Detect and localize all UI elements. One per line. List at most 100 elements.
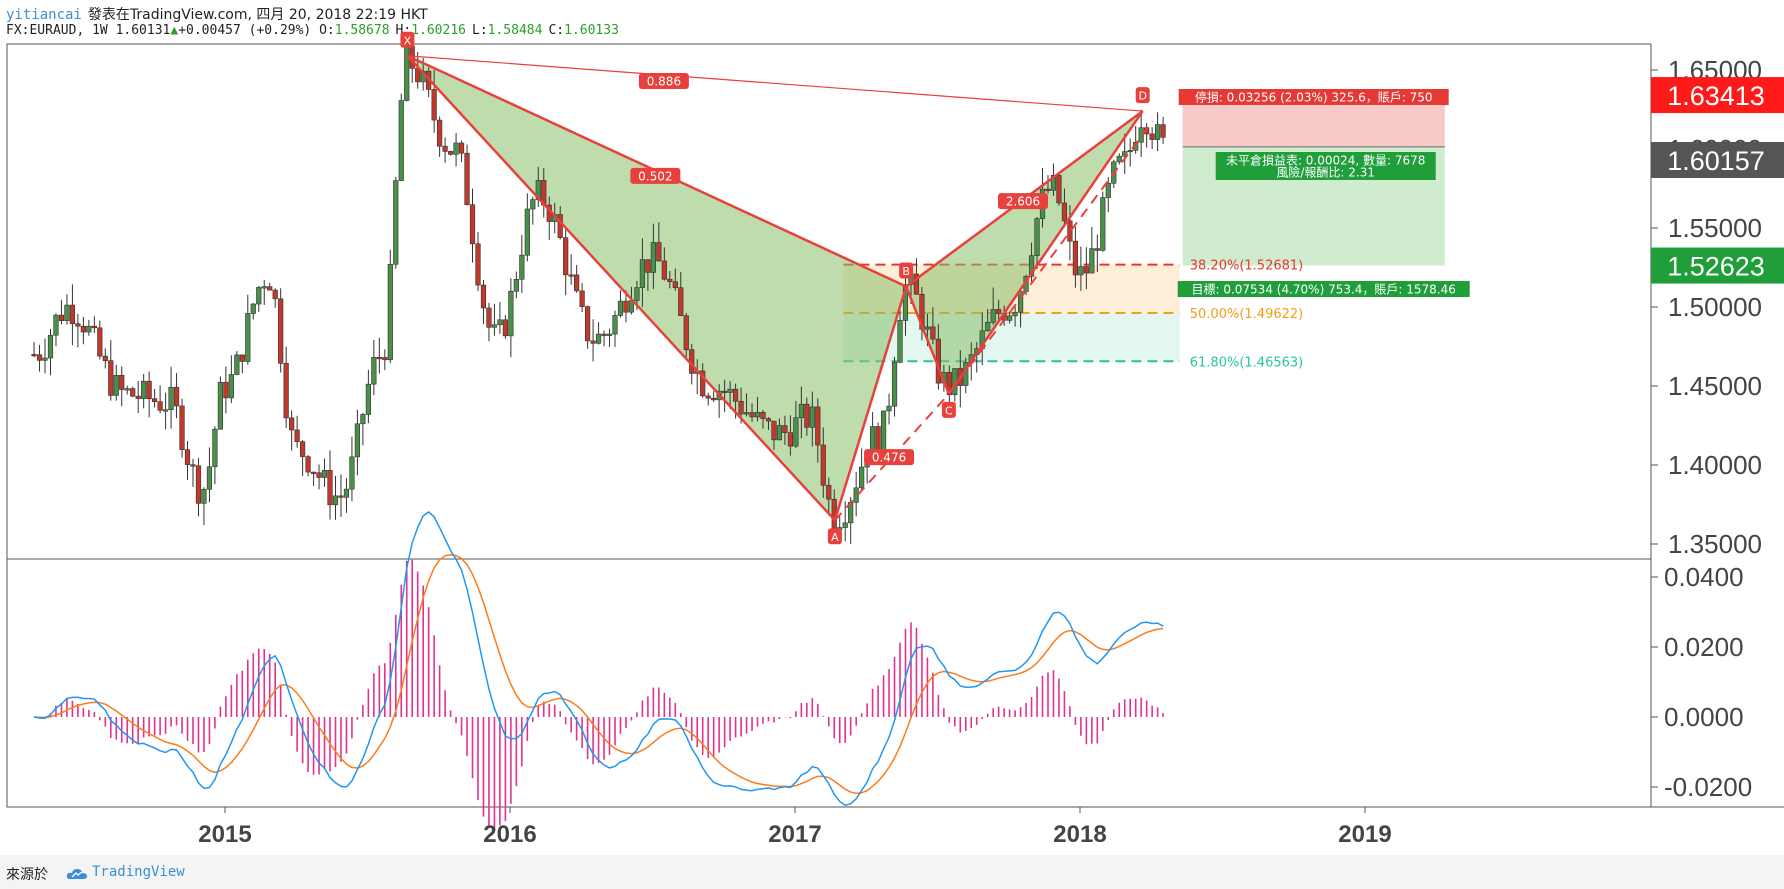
up-arrow-icon: ▲ — [170, 23, 179, 38]
candle-body — [245, 313, 251, 362]
candle-body — [1061, 202, 1068, 222]
candle-body — [996, 309, 1002, 314]
candle-body — [310, 471, 317, 474]
close-value: 1.60133 — [564, 23, 619, 38]
candle-body — [826, 484, 832, 500]
candle-body — [722, 390, 728, 393]
publish-line: yitiancai 發表在TradingView.com, 四月 20, 2018… — [6, 4, 428, 24]
candle-body — [152, 398, 158, 403]
candle-body — [946, 371, 952, 395]
candle-body — [530, 199, 536, 210]
trend-cd-dashed — [948, 120, 1154, 395]
chart-header: yitiancai 發表在TradingView.com, 四月 20, 2018… — [0, 0, 1784, 42]
pivot-badge — [899, 262, 914, 279]
brand-name[interactable]: TradingView — [92, 864, 185, 880]
chart-canvas[interactable]: 38.20%(1.52681) 50.00%(1.49622) 61.80%(1.4… — [0, 0, 1784, 855]
target-info-label-bg — [1177, 281, 1470, 297]
target-info-label: 目標: 0.07534 (4.70%) 753.4，賬戶: 1578.46 — [1191, 283, 1455, 297]
candle-body — [398, 100, 404, 181]
price-tick-label: 1.50000 — [1668, 292, 1762, 322]
ratio-label: 0.886 — [647, 75, 681, 89]
candle-body — [743, 412, 750, 415]
candle-body — [672, 281, 678, 288]
pivot-badge — [1135, 87, 1150, 104]
leg-xa — [406, 54, 836, 522]
candle-body — [206, 466, 213, 490]
candle-body — [1012, 311, 1018, 317]
candle-body — [771, 420, 777, 441]
candle-body — [1089, 248, 1095, 274]
candle-body — [738, 400, 744, 415]
candle-body — [1028, 255, 1035, 277]
candle-body — [985, 321, 991, 332]
fib-level-label: 38.20%(1.52681) — [1190, 259, 1303, 274]
candle-body — [69, 304, 76, 325]
candle-body — [53, 314, 59, 336]
price-tick-label: 1.35000 — [1668, 529, 1762, 559]
pnl-info-label-bg — [1215, 152, 1436, 180]
footer-bar: 來源於 TradingView — [0, 855, 1784, 889]
candle-body — [897, 320, 903, 363]
candle-body — [212, 428, 218, 468]
candle-body — [294, 429, 300, 443]
candle-body — [585, 306, 591, 342]
candle-body — [623, 300, 629, 313]
candle-body — [667, 278, 673, 283]
pnl-info-label: 風險/報酬比: 2.31 — [1276, 165, 1375, 180]
candle-body — [135, 395, 141, 399]
candle-body — [1149, 133, 1155, 140]
symbol-label[interactable]: FX:EURAUD, 1W — [6, 23, 108, 38]
xab-triangle — [407, 55, 907, 521]
candle-body — [924, 326, 931, 330]
time-axis[interactable] — [7, 807, 1651, 855]
last-price-tag: 1.60157 — [1667, 146, 1765, 176]
brand-logo[interactable]: TradingView — [66, 864, 185, 880]
time-tick-label: 2016 — [483, 821, 536, 848]
price-tick-label: 1.55000 — [1668, 213, 1762, 243]
candle-body — [168, 386, 174, 411]
pivot-label: D — [1138, 90, 1146, 103]
signal-line — [33, 553, 1164, 795]
candle-body — [590, 340, 596, 344]
price-change: +0.00457 (+0.29%) — [178, 23, 312, 38]
candle-body — [502, 319, 508, 337]
fib-level-label: 61.80%(1.46563) — [1190, 355, 1303, 370]
candle-body — [776, 425, 783, 441]
candle-body — [749, 412, 755, 418]
candle-body — [458, 142, 465, 154]
harmonic-pattern[interactable]: 0.886 0.502 0.476 2.606 X A B C D — [400, 31, 1154, 545]
candle-body — [239, 354, 245, 362]
candle-body — [612, 315, 618, 335]
candle-body — [382, 357, 388, 361]
candle-body — [595, 333, 602, 344]
candle-body — [102, 355, 108, 361]
candle-body — [650, 242, 656, 273]
candle-body — [267, 286, 273, 291]
candle-body — [606, 333, 613, 336]
candle-body — [157, 401, 163, 411]
fib-level-label: 50.00%(1.49622) — [1190, 307, 1303, 322]
candle-body — [447, 151, 454, 155]
time-tick-label: 2019 — [1338, 821, 1391, 848]
ratio-label: 0.502 — [638, 169, 672, 183]
last-price-tag-bg — [1651, 142, 1784, 178]
candle-body — [1072, 240, 1078, 276]
macd-axis[interactable] — [1651, 559, 1784, 807]
candle-body — [634, 287, 640, 301]
author-name[interactable]: yitiancai — [6, 7, 82, 23]
candle-body — [700, 370, 706, 397]
macd-pane[interactable] — [6, 558, 1652, 808]
candle-body — [404, 46, 410, 101]
candle-body — [1105, 182, 1111, 198]
harmonic-pattern-fill — [407, 55, 1143, 521]
candle-body — [387, 263, 393, 361]
macd-tick-label: 0.0200 — [1664, 632, 1744, 662]
candle-body — [453, 142, 459, 155]
candle-body — [491, 324, 498, 328]
candle-body — [327, 470, 333, 506]
candle-body — [1034, 218, 1040, 256]
price-axis[interactable] — [1651, 44, 1784, 559]
candle-body — [47, 334, 54, 359]
source-label: 來源於 — [6, 867, 48, 883]
stop-info-label: 停損: 0.03256 (2.03%) 325.6，賬戶: 750 — [1195, 90, 1433, 105]
